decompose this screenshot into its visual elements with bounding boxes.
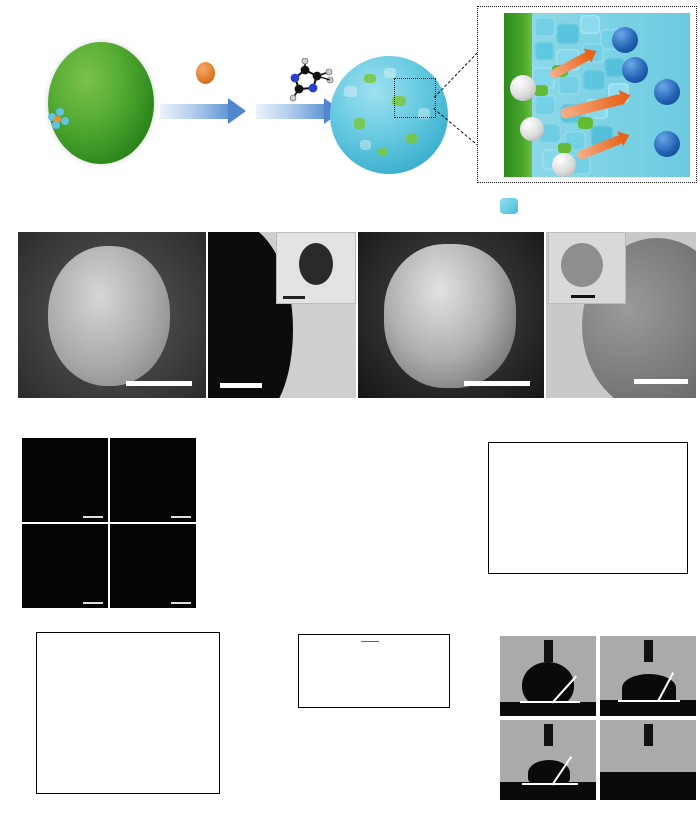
panel-g-dls <box>198 424 338 596</box>
xrd-patterns-plot <box>36 632 220 794</box>
algae-cell-sem <box>48 246 170 386</box>
zif8-crystal-legend-icon <box>500 198 518 214</box>
algae-cell-illustration <box>48 42 154 164</box>
h2o-bubble <box>654 131 680 157</box>
scale-bar <box>83 602 103 604</box>
scale-bar <box>126 381 192 386</box>
scale-bar <box>83 516 103 518</box>
zoom-region-box <box>394 78 436 118</box>
panel-c-tem-algae <box>208 232 356 398</box>
scale-bar <box>634 379 688 384</box>
panel-c-inset <box>276 232 356 304</box>
hmim-molecule-icon <box>279 58 339 102</box>
h2o-bubble <box>654 79 680 105</box>
inset-scale-bar <box>571 295 595 298</box>
panel-f1-red-channel <box>22 438 108 522</box>
scale-bar <box>171 516 191 518</box>
panel-f2-blue-channel <box>110 438 196 522</box>
pore-size-inset <box>298 634 450 708</box>
panel-f3-green-channel <box>22 524 108 608</box>
panel-d-sem-coated-algae <box>358 232 544 398</box>
inset-cell <box>299 243 333 285</box>
panel-l4-contact-angle <box>600 720 696 800</box>
panel-b-sem-algae <box>18 232 206 398</box>
reaction-arrow-1 <box>160 98 246 124</box>
needle-icon <box>544 724 553 746</box>
panel-i-ftir <box>452 420 700 598</box>
scale-bar <box>220 383 262 388</box>
inset-legend-line <box>361 641 379 642</box>
panel-l3-contact-angle <box>500 720 596 800</box>
panel-l-contact-angles <box>470 602 698 824</box>
pore-distribution-plot <box>299 635 447 705</box>
panel-h-cell-viability <box>330 424 450 596</box>
oxygen-diffusion-illustration <box>504 13 690 177</box>
scale-bar <box>464 381 530 386</box>
panel-j-xrd <box>8 602 238 824</box>
o2-bubble <box>552 153 576 177</box>
ftir-spectra-plot <box>488 442 688 574</box>
o2-bubble <box>510 75 536 101</box>
panel-l2-contact-angle <box>600 636 696 716</box>
dls-histogram-plot <box>220 438 332 566</box>
o2-bubble <box>520 117 544 141</box>
cds-bod-cluster-icon <box>48 108 70 130</box>
needle-icon <box>644 640 653 662</box>
panel-a-inset-box <box>477 6 697 183</box>
panel-e-inset <box>548 232 626 304</box>
zif8-coated-algae-illustration <box>330 56 448 174</box>
viability-bar-plot <box>376 438 438 570</box>
inset-scale-bar <box>283 296 305 299</box>
h2o-bubble <box>612 27 638 53</box>
water-droplet <box>622 674 676 702</box>
scale-bar <box>171 602 191 604</box>
panel-k-bet-isotherm <box>238 602 466 824</box>
water-droplet <box>528 760 570 786</box>
panel-f4-merged-channel <box>110 524 196 608</box>
panel-a-schematic <box>0 0 700 214</box>
zoom-connector-top <box>434 52 478 98</box>
panel-e-tem-coated-algae <box>546 232 696 398</box>
h2o-bubble <box>622 57 648 83</box>
coated-algae-sem <box>384 244 516 388</box>
inset-cell <box>561 243 603 287</box>
panel-f-confocal <box>18 424 196 608</box>
needle-icon <box>644 724 653 746</box>
panel-l1-contact-angle <box>500 636 596 716</box>
needle-icon <box>544 640 553 662</box>
zinc-ion-icon <box>196 62 215 84</box>
